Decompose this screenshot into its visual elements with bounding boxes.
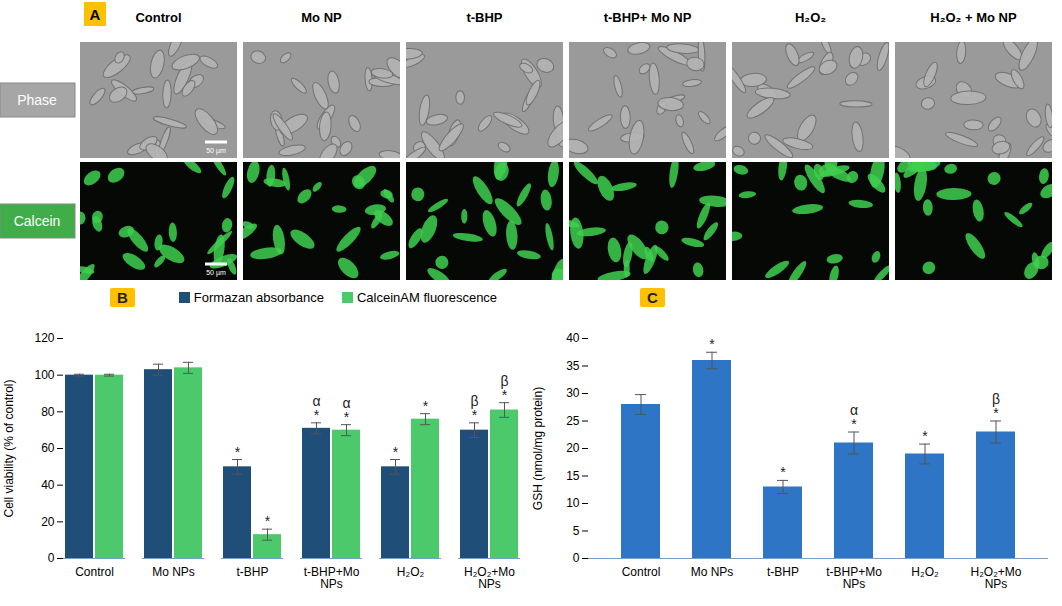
svg-text:0: 0 (573, 551, 580, 565)
html-text:B: B (117, 289, 128, 306)
svg-text:50 µm: 50 µm (206, 147, 226, 155)
svg-text:0: 0 (48, 551, 55, 565)
svg-text:α*: α* (342, 395, 350, 425)
svg-text:10: 10 (566, 496, 580, 510)
svg-text:40: 40 (41, 478, 55, 492)
svg-text:Mo NP: Mo NP (301, 10, 342, 25)
svg-text:H₂O₂: H₂O₂ (795, 10, 826, 25)
svg-text:*: * (780, 464, 786, 480)
svg-text:Mo NPs: Mo NPs (152, 565, 195, 579)
svg-text:*: * (265, 513, 271, 529)
svg-text:Control: Control (622, 565, 661, 579)
svg-text:40: 40 (566, 331, 580, 345)
svg-text:5: 5 (573, 524, 580, 538)
svg-text:*: * (393, 444, 399, 460)
svg-text:120: 120 (34, 331, 54, 345)
html-text:CalceinAM fluorescence: CalceinAM fluorescence (356, 290, 498, 305)
html-text:Formazan absorbance: Formazan absorbance (193, 290, 324, 305)
svg-text:50 µm: 50 µm (206, 269, 226, 277)
svg-text:30: 30 (566, 386, 580, 400)
svg-text:*: * (709, 336, 715, 352)
svg-text:80: 80 (41, 405, 55, 419)
svg-text:20: 20 (566, 441, 580, 455)
svg-text:β*: β* (470, 393, 478, 423)
svg-text:*: * (423, 398, 429, 414)
svg-text:A: A (90, 6, 101, 23)
svg-text:*: * (235, 444, 241, 460)
svg-text:α*: α* (312, 393, 320, 423)
svg-text:Phase: Phase (17, 92, 57, 108)
svg-text:Control: Control (135, 10, 181, 25)
svg-text:t-BHP+ Mo NP: t-BHP+ Mo NP (604, 10, 692, 25)
svg-text:t-BHP+MoNPs: t-BHP+MoNPs (826, 565, 882, 591)
svg-text:β*: β* (500, 373, 508, 403)
svg-text:t-BHP+MoNPs: t-BHP+MoNPs (304, 565, 360, 591)
svg-text:Cell viability (% of control): Cell viability (% of control) (2, 379, 16, 517)
html-text:C: C (647, 289, 658, 306)
svg-text:α*: α* (850, 402, 858, 432)
svg-text:*: * (922, 428, 928, 444)
svg-text:35: 35 (566, 359, 580, 373)
svg-text:15: 15 (566, 469, 580, 483)
svg-text:H₂O₂: H₂O₂ (911, 565, 939, 579)
svg-text:β*: β* (992, 391, 1000, 421)
svg-text:25: 25 (566, 414, 580, 428)
svg-text:60: 60 (41, 441, 55, 455)
svg-text:GSH (nmol/mg protein): GSH (nmol/mg protein) (531, 387, 545, 510)
svg-text:H₂O₂: H₂O₂ (397, 565, 425, 579)
svg-text:H₂O₂ + Mo NP: H₂O₂ + Mo NP (930, 10, 1017, 25)
svg-text:Calcein: Calcein (14, 213, 61, 229)
svg-text:t-BHP: t-BHP (236, 565, 268, 579)
svg-text:Mo NPs: Mo NPs (691, 565, 734, 579)
svg-text:20: 20 (41, 515, 55, 529)
svg-text:t-BHP: t-BHP (466, 10, 502, 25)
svg-text:100: 100 (34, 368, 54, 382)
svg-text:H₂O₂+MoNPs: H₂O₂+MoNPs (971, 565, 1022, 591)
svg-text:t-BHP: t-BHP (767, 565, 799, 579)
svg-text:H₂O₂+MoNPs: H₂O₂+MoNPs (464, 565, 515, 591)
svg-text:Control: Control (75, 565, 114, 579)
